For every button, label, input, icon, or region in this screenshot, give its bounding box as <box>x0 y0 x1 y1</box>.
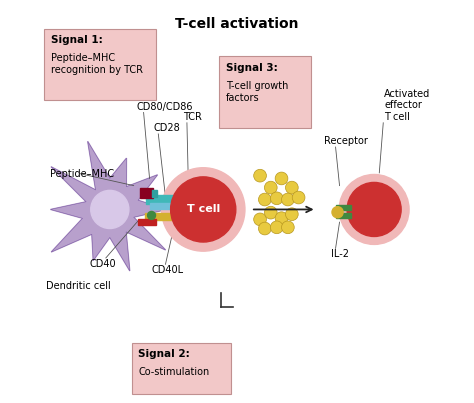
FancyBboxPatch shape <box>132 343 231 394</box>
FancyBboxPatch shape <box>44 29 155 100</box>
Text: T-cell growth
factors: T-cell growth factors <box>226 81 288 103</box>
Circle shape <box>264 181 277 194</box>
Bar <box>152 189 157 197</box>
Text: Signal 3:: Signal 3: <box>226 63 278 73</box>
Circle shape <box>282 193 294 206</box>
Text: Co-stimulation: Co-stimulation <box>138 367 210 377</box>
Bar <box>145 214 191 220</box>
Text: CD80/CD86: CD80/CD86 <box>137 102 193 112</box>
Text: Peptide–MHC: Peptide–MHC <box>50 169 114 179</box>
Bar <box>146 195 191 204</box>
Circle shape <box>275 212 288 224</box>
Polygon shape <box>51 141 166 271</box>
Bar <box>140 187 153 197</box>
Circle shape <box>339 174 409 245</box>
Circle shape <box>270 192 283 205</box>
Bar <box>336 206 351 210</box>
Bar <box>336 214 351 218</box>
Circle shape <box>332 207 343 218</box>
Circle shape <box>91 190 129 229</box>
Text: TCR: TCR <box>183 112 202 122</box>
Circle shape <box>162 168 245 251</box>
Circle shape <box>147 212 155 219</box>
Text: Receptor: Receptor <box>324 136 368 146</box>
Circle shape <box>285 208 298 220</box>
Circle shape <box>292 191 305 204</box>
Circle shape <box>258 193 271 206</box>
Circle shape <box>258 222 271 235</box>
Text: Dendritic cell: Dendritic cell <box>46 281 111 291</box>
Circle shape <box>254 213 266 226</box>
Text: IL-2: IL-2 <box>331 249 349 259</box>
Circle shape <box>254 169 266 182</box>
Text: Signal 1:: Signal 1: <box>51 35 103 46</box>
Text: CD28: CD28 <box>154 123 180 133</box>
Circle shape <box>347 183 401 237</box>
Text: Peptide–MHC
recognition by TCR: Peptide–MHC recognition by TCR <box>51 53 143 75</box>
Bar <box>150 203 191 210</box>
Text: Signal 2:: Signal 2: <box>138 349 190 359</box>
FancyBboxPatch shape <box>219 56 310 128</box>
Text: CD40: CD40 <box>90 259 117 269</box>
Text: T cell: T cell <box>187 204 220 214</box>
Circle shape <box>285 181 298 194</box>
Circle shape <box>282 221 294 234</box>
Circle shape <box>270 221 283 234</box>
Text: Activated
effector
T cell: Activated effector T cell <box>384 89 430 122</box>
Text: CD40L: CD40L <box>152 265 183 275</box>
Bar <box>137 219 155 225</box>
Circle shape <box>171 177 236 242</box>
Circle shape <box>275 172 288 185</box>
Text: T-cell activation: T-cell activation <box>175 17 299 31</box>
Circle shape <box>264 206 277 219</box>
